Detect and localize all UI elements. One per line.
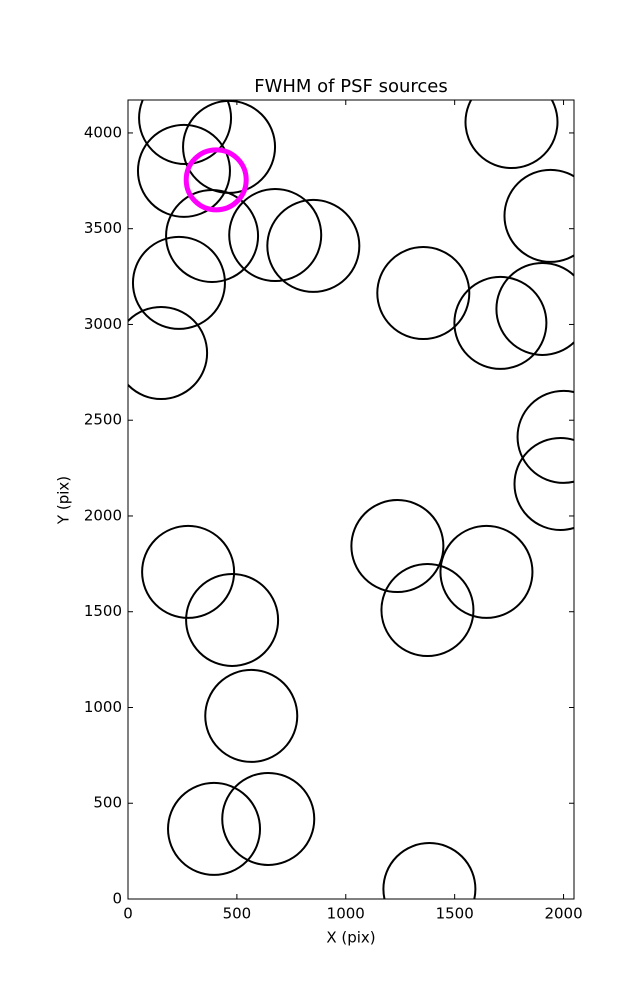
- source-circle: [350, 499, 445, 594]
- source-circle: [376, 246, 471, 341]
- source-circle: [439, 524, 534, 619]
- y-tick-label: 3000: [84, 315, 122, 333]
- y-tick-label: 3500: [84, 219, 122, 237]
- source-circle: [165, 188, 260, 283]
- source-circle: [141, 524, 236, 619]
- source-circle: [183, 147, 249, 213]
- plot-area: [128, 100, 574, 899]
- y-tick-label: 4000: [84, 123, 122, 141]
- plot-frame: [127, 99, 575, 900]
- source-circle: [382, 842, 477, 899]
- x-tick-label: 0: [123, 905, 133, 923]
- x-axis-label: X (pix): [326, 929, 375, 947]
- x-tick-label: 500: [223, 905, 252, 923]
- source-circle: [380, 563, 475, 658]
- source-circle: [453, 275, 548, 370]
- source-circle: [138, 100, 233, 165]
- x-tick-label: 2000: [544, 905, 582, 923]
- source-circle: [266, 198, 361, 293]
- source-circle: [136, 123, 231, 218]
- x-tick-label: 1000: [327, 905, 365, 923]
- source-circle: [513, 437, 574, 531]
- source-circle: [464, 100, 559, 170]
- y-tick-label: 2000: [84, 506, 122, 524]
- source-circle: [503, 168, 574, 263]
- source-circle: [185, 572, 280, 667]
- chart-title: FWHM of PSF sources: [254, 76, 448, 97]
- y-axis-label: Y (pix): [55, 476, 73, 525]
- y-tick-label: 1500: [84, 602, 122, 620]
- source-circle: [228, 188, 323, 283]
- y-tick-label: 2500: [84, 411, 122, 429]
- source-circle: [204, 668, 299, 763]
- source-circle: [167, 781, 262, 876]
- source-circle: [128, 306, 209, 400]
- y-tick-label: 0: [112, 890, 122, 908]
- source-circle: [221, 771, 316, 866]
- y-tick-label: 500: [93, 794, 122, 812]
- source-circle: [495, 261, 574, 356]
- y-tick-label: 1000: [84, 698, 122, 716]
- source-circle: [516, 389, 574, 484]
- source-circle: [131, 235, 226, 330]
- x-tick-label: 1500: [436, 905, 474, 923]
